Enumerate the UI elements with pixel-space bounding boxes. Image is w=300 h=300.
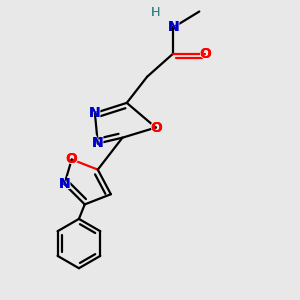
Text: O: O xyxy=(199,46,211,61)
Text: H: H xyxy=(149,4,163,22)
Text: N: N xyxy=(88,104,102,122)
Text: O: O xyxy=(64,150,79,168)
Text: O: O xyxy=(150,121,162,134)
Text: N: N xyxy=(58,177,70,191)
Text: O: O xyxy=(199,46,211,61)
Text: O: O xyxy=(149,118,163,136)
Text: N: N xyxy=(166,19,180,37)
Text: N: N xyxy=(89,106,101,120)
Text: O: O xyxy=(150,121,162,134)
Text: N: N xyxy=(58,175,71,193)
Text: O: O xyxy=(66,152,78,167)
Text: H: H xyxy=(151,7,160,20)
Text: H: H xyxy=(151,7,160,20)
Text: N: N xyxy=(58,177,70,191)
Text: N: N xyxy=(89,106,101,120)
Text: N: N xyxy=(167,20,179,34)
Text: O: O xyxy=(198,45,212,63)
Text: N: N xyxy=(92,136,103,151)
Text: O: O xyxy=(66,152,78,167)
Text: N: N xyxy=(167,20,179,34)
Text: N: N xyxy=(92,136,103,151)
Text: N: N xyxy=(91,134,105,152)
